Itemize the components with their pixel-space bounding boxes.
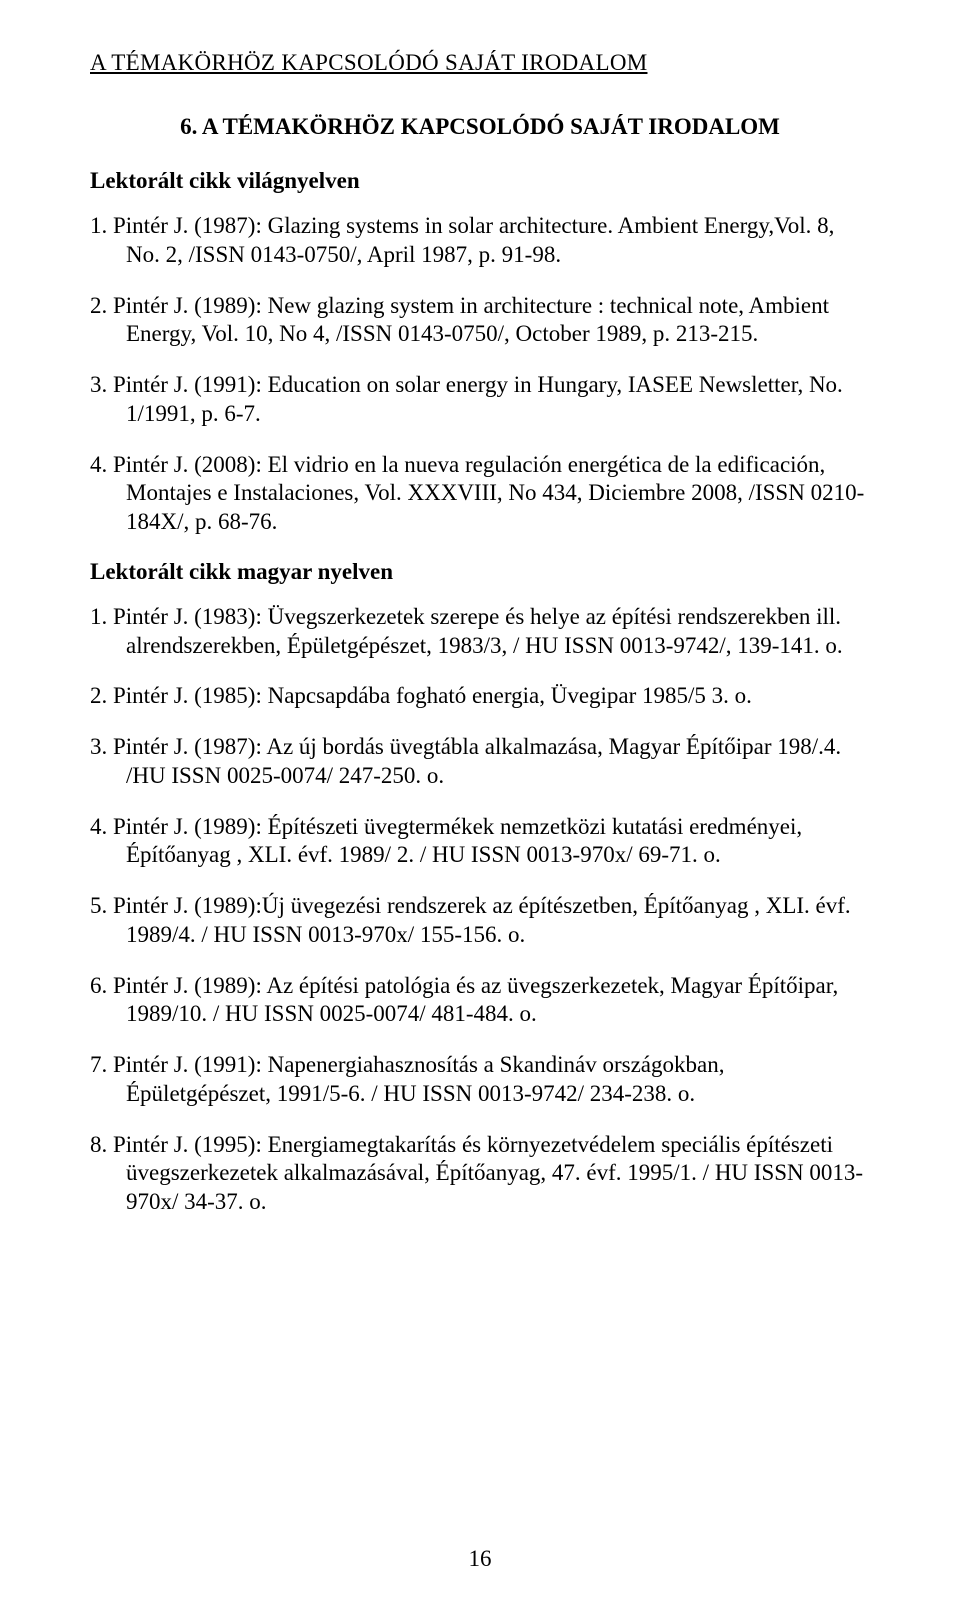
reference-item: 2. Pintér J. (1989): New glazing system … [90,292,870,350]
reference-item: 1. Pintér J. (1987): Glazing systems in … [90,212,870,270]
page: A TÉMAKÖRHÖZ KAPCSOLÓDÓ SAJÁT IRODALOM 6… [0,0,960,1602]
section-heading-1: Lektorált cikk világnyelven [90,168,870,194]
page-number: 16 [0,1546,960,1572]
reference-item: 4. Pintér J. (1989): Építészeti üvegterm… [90,813,870,871]
reference-item: 7. Pintér J. (1991): Napenergiahasznosít… [90,1051,870,1109]
section-heading-2: Lektorált cikk magyar nyelven [90,559,870,585]
chapter-title: 6. A TÉMAKÖRHÖZ KAPCSOLÓDÓ SAJÁT IRODALO… [90,114,870,140]
reference-item: 5. Pintér J. (1989):Új üvegezési rendsze… [90,892,870,950]
reference-item: 1. Pintér J. (1983): Üvegszerkezetek sze… [90,603,870,661]
running-header: A TÉMAKÖRHÖZ KAPCSOLÓDÓ SAJÁT IRODALOM [90,50,870,76]
reference-item: 3. Pintér J. (1991): Education on solar … [90,371,870,429]
reference-item: 2. Pintér J. (1985): Napcsapdába fogható… [90,682,870,711]
reference-item: 4. Pintér J. (2008): El vidrio en la nue… [90,451,870,537]
reference-item: 3. Pintér J. (1987): Az új bordás üvegtá… [90,733,870,791]
reference-item: 8. Pintér J. (1995): Energiamegtakarítás… [90,1131,870,1217]
reference-item: 6. Pintér J. (1989): Az építési patológi… [90,972,870,1030]
